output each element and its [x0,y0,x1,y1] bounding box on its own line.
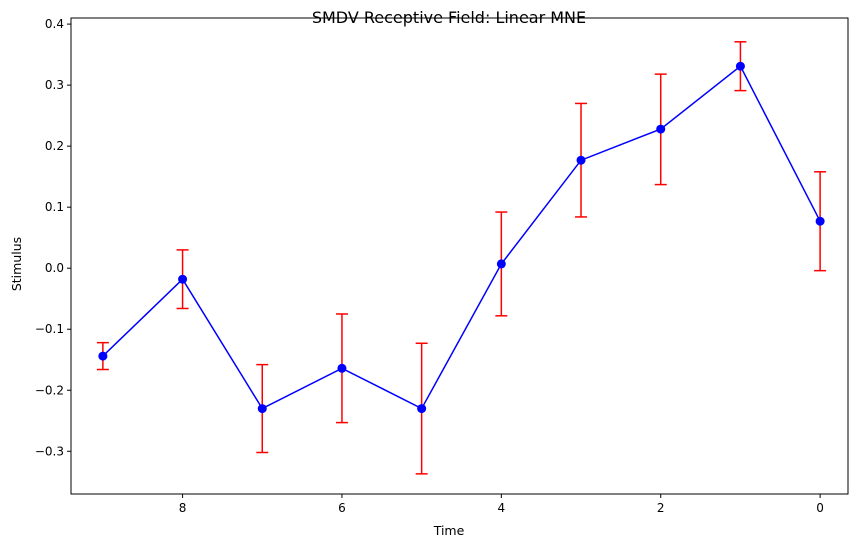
data-point [98,351,108,361]
y-tick-label: −0.3 [35,444,64,458]
data-point [257,404,267,414]
series-polyline [102,65,821,410]
y-tick-label: 0.1 [45,200,64,214]
series-line [102,65,821,410]
x-tick-label: 8 [179,501,187,515]
y-tick-label: −0.2 [35,383,64,397]
data-point [576,155,586,165]
data-point [815,216,825,226]
x-axis-label: Time [433,523,465,538]
data-point [417,404,427,414]
x-tick-label: 6 [338,501,346,515]
data-point [178,274,188,284]
plot-frame [70,17,849,495]
x-tick-label: 4 [498,501,506,515]
y-tick-label: 0.2 [45,139,64,153]
y-tick-label: 0.4 [45,17,64,31]
data-points [98,61,825,414]
x-ticks: 8 6 4 2 0 [179,494,824,515]
y-axis-label: Stimulus [9,237,24,291]
data-point [337,363,347,373]
x-tick-label: 0 [816,501,824,515]
y-tick-label: 0.3 [45,78,64,92]
y-tick-label: −0.1 [35,322,64,336]
data-point [656,124,666,134]
y-tick-label: 0.0 [45,261,64,275]
data-point [735,61,745,71]
data-point [496,259,506,269]
y-ticks: −0.3 −0.2 −0.1 0.0 0.1 0.2 0.3 0.4 [35,17,71,458]
x-tick-label: 2 [657,501,665,515]
